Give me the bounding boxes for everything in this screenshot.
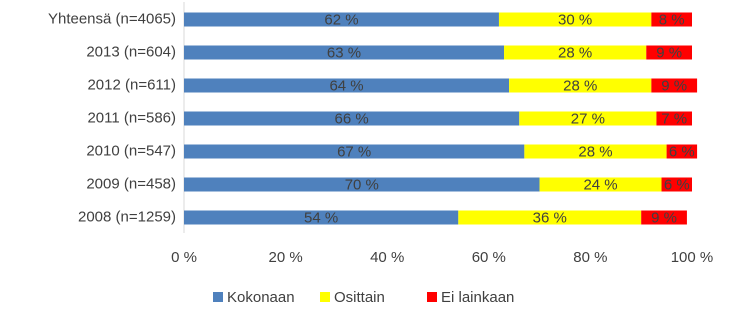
value-label: 54 % <box>304 209 338 226</box>
value-label: 9 % <box>651 209 677 226</box>
value-label: 7 % <box>661 110 687 127</box>
x-tick-label: 40 % <box>370 249 404 266</box>
x-tick-label: 80 % <box>573 249 607 266</box>
y-tick-label: 2008 (n=1259) <box>78 208 176 225</box>
value-label: 28 % <box>558 44 592 61</box>
y-tick-label: 2010 (n=547) <box>86 142 176 159</box>
legend-swatch <box>213 292 223 302</box>
y-tick-label: 2009 (n=458) <box>86 175 176 192</box>
bar-segment <box>184 210 459 225</box>
bar-segment <box>504 45 647 60</box>
bar-segment <box>498 12 652 27</box>
bar-segment <box>666 144 698 159</box>
value-label: 6 % <box>669 143 695 160</box>
bar-segment <box>184 177 540 192</box>
bar-segment <box>656 111 692 126</box>
value-label: 64 % <box>329 77 363 94</box>
x-tick-label: 100 % <box>671 249 714 266</box>
bar-segment <box>184 12 499 27</box>
value-label: 28 % <box>563 77 597 94</box>
value-label: 6 % <box>664 176 690 193</box>
value-label: 27 % <box>571 110 605 127</box>
value-label: 63 % <box>327 44 361 61</box>
bar-segment <box>651 78 698 93</box>
bar-segment <box>184 78 510 93</box>
bar-segment <box>519 111 657 126</box>
x-tick-label: 20 % <box>268 249 302 266</box>
bar-segment <box>184 111 520 126</box>
bar-segment <box>651 12 692 27</box>
x-tick-label: 60 % <box>472 249 506 266</box>
y-tick-label: 2011 (n=586) <box>87 109 176 126</box>
legend-swatch <box>320 292 330 302</box>
x-tick-label: 0 % <box>171 249 197 266</box>
y-tick-label: Yhteensä (n=4065) <box>48 10 176 27</box>
bar-segment <box>458 210 642 225</box>
bar-segment <box>539 177 662 192</box>
legend-swatch <box>427 292 437 302</box>
value-label: 62 % <box>324 11 358 28</box>
bar-segment <box>661 177 692 192</box>
value-label: 66 % <box>335 110 369 127</box>
value-label: 9 % <box>656 44 682 61</box>
value-label: 70 % <box>345 176 379 193</box>
bar-segment <box>184 144 525 159</box>
bar-segment <box>184 45 505 60</box>
legend-label: Ei lainkaan <box>441 289 514 306</box>
value-label: 24 % <box>583 176 617 193</box>
y-tick-label: 2013 (n=604) <box>86 43 176 60</box>
legend-label: Kokonaan <box>227 289 295 306</box>
value-label: 8 % <box>659 11 685 28</box>
bar-segment <box>524 144 667 159</box>
bar-segment <box>646 45 692 60</box>
y-tick-label: 2012 (n=611) <box>87 76 176 93</box>
value-label: 30 % <box>558 11 592 28</box>
bar-segment <box>641 210 687 225</box>
value-label: 67 % <box>337 143 371 160</box>
value-label: 36 % <box>533 209 567 226</box>
bar-segment <box>509 78 652 93</box>
value-label: 9 % <box>661 77 687 94</box>
value-label: 28 % <box>578 143 612 160</box>
legend-label: Osittain <box>334 289 385 306</box>
